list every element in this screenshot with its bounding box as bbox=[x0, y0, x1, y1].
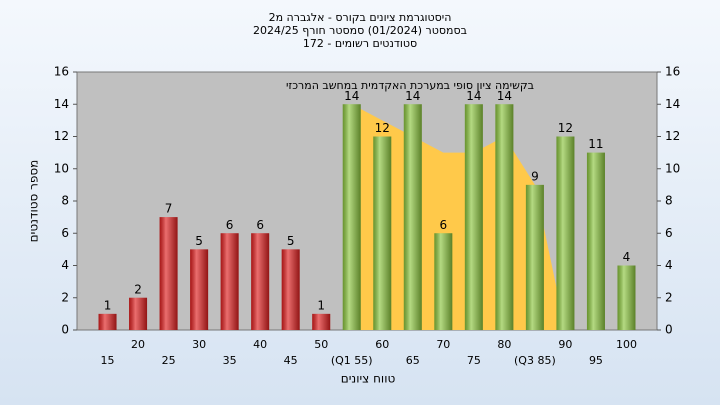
y2-tick-label: 14 bbox=[665, 97, 680, 111]
x-tick-label: 15 bbox=[101, 354, 115, 367]
data-label: 11 bbox=[588, 137, 603, 151]
y-tick-label: 12 bbox=[54, 129, 69, 143]
y2-tick-label: 12 bbox=[665, 129, 680, 143]
y-tick-label: 2 bbox=[61, 290, 69, 304]
x-tick-label: 50 bbox=[314, 338, 328, 351]
data-label: 4 bbox=[623, 250, 631, 264]
bar-shade bbox=[129, 297, 148, 330]
bar-shade bbox=[464, 104, 483, 330]
data-label: 9 bbox=[531, 169, 539, 183]
y-axis-label: מספר סטודנטים bbox=[27, 160, 41, 243]
y-tick-label: 10 bbox=[54, 161, 69, 175]
x-tick-label: 40 bbox=[253, 338, 267, 351]
bar-shade bbox=[342, 104, 361, 330]
bar-shade bbox=[98, 313, 117, 330]
bar-shade bbox=[586, 152, 605, 330]
x-tick-label: 25 bbox=[162, 354, 176, 367]
x-tick-label: 100 bbox=[616, 338, 637, 351]
bar-shade bbox=[190, 249, 209, 330]
data-label: 5 bbox=[195, 234, 203, 248]
chart-subtitle: בסמסטר (01/2024) סמסטר חורף 2024/25 bbox=[253, 24, 467, 37]
x-tick-label: (Q3 85) bbox=[514, 354, 556, 367]
x-tick-label: 30 bbox=[192, 338, 206, 351]
annotation: בקשימה ציון סופי במערכת האקדמית במחשב המ… bbox=[286, 79, 534, 92]
y2-tick-label: 0 bbox=[665, 323, 673, 337]
y-tick-label: 6 bbox=[61, 226, 69, 240]
data-label: 12 bbox=[375, 121, 390, 135]
bar-shade bbox=[403, 104, 422, 330]
data-label: 6 bbox=[256, 218, 264, 232]
data-label: 14 bbox=[497, 89, 512, 103]
x-tick-label: 20 bbox=[131, 338, 145, 351]
y-tick-label: 4 bbox=[61, 258, 69, 272]
chart-subtitle: סטודנטים רשומים - 172 bbox=[303, 37, 417, 50]
bar-shade bbox=[251, 233, 270, 330]
chart-title: היסטוגרמת ציונים בקורס - אלגברה מ2 bbox=[269, 11, 452, 24]
data-label: 14 bbox=[344, 89, 359, 103]
x-axis-label: טווח ציונים bbox=[341, 372, 396, 386]
bar-shade bbox=[495, 104, 514, 330]
x-tick-label: 95 bbox=[589, 354, 603, 367]
bar-shade bbox=[556, 136, 575, 330]
data-label: 14 bbox=[405, 89, 420, 103]
bar-shade bbox=[525, 184, 544, 330]
y2-tick-label: 4 bbox=[665, 258, 673, 272]
data-label: 6 bbox=[439, 218, 447, 232]
x-tick-label: 45 bbox=[284, 354, 298, 367]
x-tick-label: (Q1 55) bbox=[331, 354, 373, 367]
bar-shade bbox=[434, 233, 453, 330]
data-label: 6 bbox=[226, 218, 234, 232]
x-tick-label: 80 bbox=[497, 338, 511, 351]
y-tick-label: 0 bbox=[61, 323, 69, 337]
bar-shade bbox=[220, 233, 239, 330]
data-label: 1 bbox=[104, 298, 112, 312]
x-tick-label: 60 bbox=[375, 338, 389, 351]
x-tick-label: 90 bbox=[558, 338, 572, 351]
bar-shade bbox=[159, 217, 178, 330]
bar-shade bbox=[617, 265, 636, 330]
x-tick-label: 65 bbox=[406, 354, 420, 367]
data-label: 14 bbox=[466, 89, 481, 103]
bar-shade bbox=[281, 249, 300, 330]
bar-shade bbox=[312, 313, 331, 330]
y-tick-label: 14 bbox=[54, 97, 69, 111]
x-tick-label: 35 bbox=[223, 354, 237, 367]
y2-tick-label: 10 bbox=[665, 161, 680, 175]
bar-shade bbox=[373, 136, 392, 330]
y2-tick-label: 16 bbox=[665, 65, 680, 79]
y2-tick-label: 6 bbox=[665, 226, 673, 240]
data-label: 2 bbox=[134, 282, 142, 296]
x-tick-label: 75 bbox=[467, 354, 481, 367]
y-tick-label: 8 bbox=[61, 194, 69, 208]
y-tick-label: 16 bbox=[54, 65, 69, 79]
data-label: 7 bbox=[165, 202, 173, 216]
data-label: 1 bbox=[317, 298, 325, 312]
data-label: 12 bbox=[558, 121, 573, 135]
y2-tick-label: 2 bbox=[665, 290, 673, 304]
data-label: 5 bbox=[287, 234, 295, 248]
x-tick-label: 70 bbox=[436, 338, 450, 351]
y2-tick-label: 8 bbox=[665, 194, 673, 208]
